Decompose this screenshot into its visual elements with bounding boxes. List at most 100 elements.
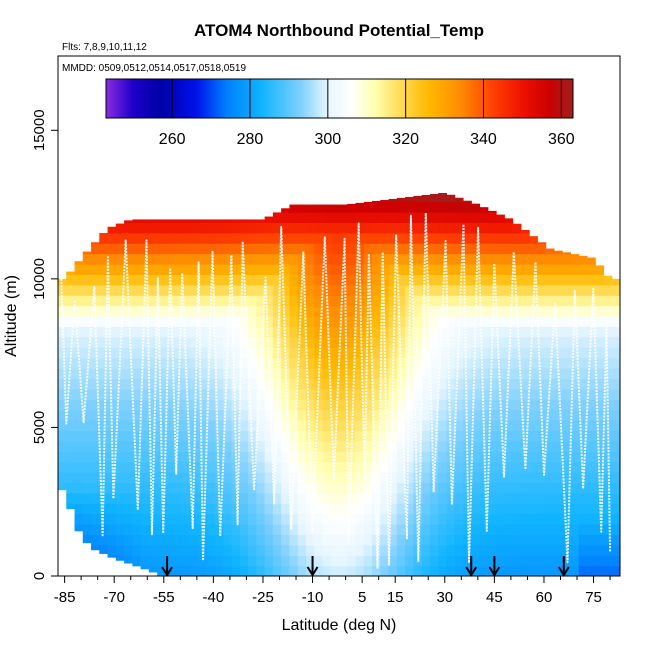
heatmap-cell-28	[66, 430, 76, 442]
heatmap-cell-390	[157, 336, 167, 348]
heatmap-cell-1941	[512, 253, 522, 265]
heatmap-cell-221	[115, 295, 125, 307]
heatmap-cell-1366	[388, 534, 398, 546]
heatmap-cell-1771	[479, 544, 489, 556]
heatmap-cell-710	[231, 284, 241, 296]
heatmap-cell-1871	[496, 253, 505, 265]
heatmap-cell-1504	[413, 253, 423, 265]
heatmap-cell-1470	[405, 222, 414, 234]
heatmap-cell-1614	[438, 264, 448, 275]
heatmap-cell-895	[281, 544, 291, 556]
heatmap-cell-2263	[595, 265, 605, 275]
heatmap-cell-1979	[529, 565, 538, 576]
heatmap-cell-1106	[322, 222, 332, 234]
heatmap-cell-1058	[314, 347, 324, 359]
heatmap-cell-1809	[487, 524, 497, 535]
heatmap-cell-199	[115, 524, 125, 535]
heatmap-cell-781	[248, 274, 257, 286]
heatmap-cell-1285	[363, 232, 373, 244]
heatmap-cell-1693	[454, 212, 464, 223]
heatmap-cell-786	[248, 222, 257, 234]
heatmap-cell-572	[198, 264, 208, 275]
heatmap-cell-631	[215, 378, 224, 390]
heatmap-cell-937	[289, 482, 299, 494]
heatmap-cell-2059	[545, 420, 555, 431]
heatmap-cell-451	[173, 430, 183, 442]
heatmap-cell-1474	[413, 565, 423, 576]
heatmap-cell-1726	[462, 253, 472, 265]
heatmap-cell-2080	[553, 534, 563, 546]
heatmap-cell-420	[165, 388, 175, 400]
heatmap-cell-1318	[372, 264, 381, 275]
heatmap-cell-407	[165, 524, 175, 535]
heatmap-cell-1064	[314, 284, 324, 296]
heatmap-cell-1250	[355, 222, 365, 234]
heatmap-cell-1259	[363, 503, 373, 515]
heatmap-cell-1213	[347, 232, 357, 244]
heatmap-cell-548	[198, 513, 208, 525]
heatmap-cell-1420	[396, 357, 406, 369]
heatmap-cell-824	[264, 555, 274, 567]
heatmap-cell-715	[231, 232, 241, 244]
heatmap-cell-1926	[512, 409, 522, 421]
heatmap-cell-616	[215, 534, 224, 546]
heatmap-cell-863	[272, 513, 282, 525]
heatmap-cell-475	[181, 544, 191, 556]
heatmap-cell-405	[165, 544, 175, 556]
heatmap-cell-1011	[305, 461, 315, 473]
heatmap-cell-1501	[413, 284, 423, 296]
heatmap-cell-484	[181, 451, 191, 463]
heatmap-cell-950	[289, 347, 299, 359]
heatmap-cell-218	[115, 326, 125, 338]
heatmap-cell-626	[215, 430, 224, 442]
heatmap-cell-544	[198, 555, 208, 567]
heatmap-cell-163	[107, 555, 117, 558]
heatmap-cell-988	[297, 326, 307, 338]
heatmap-cell-1341	[380, 409, 390, 421]
heatmap-cell-2222	[586, 368, 596, 379]
heatmap-cell-1221	[355, 524, 365, 535]
heatmap-cell-705	[231, 336, 241, 348]
heatmap-cell-676	[223, 274, 233, 286]
heatmap-cell-1593	[438, 482, 448, 494]
heatmap-cell-660	[223, 440, 233, 452]
heatmap-cell-146	[99, 399, 109, 411]
heatmap-cell-1798	[479, 264, 489, 275]
heatmap-cell-79	[82, 461, 92, 473]
heatmap-cell-1644	[446, 336, 456, 348]
heatmap-cell-60	[74, 368, 84, 379]
heatmap-cell-208	[115, 430, 125, 442]
heatmap-cell-1539	[421, 274, 431, 286]
heatmap-cell-1368	[388, 513, 398, 525]
heatmap-cell-1313	[372, 316, 381, 327]
heatmap-cell-116	[91, 388, 100, 400]
heatmap-cell-275	[132, 440, 142, 452]
heatmap-cell-274	[132, 451, 142, 463]
heatmap-cell-652	[223, 524, 233, 535]
heatmap-cell-1495	[413, 347, 423, 359]
heatmap-cell-2193	[578, 347, 588, 359]
heatmap-cell-1902	[504, 295, 514, 307]
heatmap-cell-1314	[372, 305, 381, 317]
heatmap-cell-814	[256, 295, 266, 307]
heatmap-cell-1131	[330, 336, 340, 348]
heatmap-cell-1132	[330, 326, 340, 338]
heatmap-cell-109	[91, 461, 100, 473]
heatmap-cell-1231	[355, 420, 365, 431]
heatmap-cell-2159	[570, 378, 580, 390]
heatmap-cell-1587	[438, 544, 448, 556]
heatmap-cell-187	[107, 305, 117, 317]
colorbar-tick-label-280: 280	[237, 131, 264, 148]
heatmap-cell-1000	[297, 204, 307, 213]
heatmap-cell-1953	[520, 482, 530, 494]
heatmap-cell-1623	[446, 555, 456, 567]
heatmap-cell-2219	[586, 399, 596, 411]
heatmap-cell-1803	[479, 212, 489, 223]
heatmap-cell-272	[132, 472, 142, 483]
heatmap-cell-417	[165, 420, 175, 431]
heatmap-cell-1199	[347, 378, 357, 390]
heatmap-cell-177	[107, 409, 117, 421]
heatmap-cell-2117	[562, 482, 572, 494]
heatmap-cell-985	[297, 357, 307, 369]
